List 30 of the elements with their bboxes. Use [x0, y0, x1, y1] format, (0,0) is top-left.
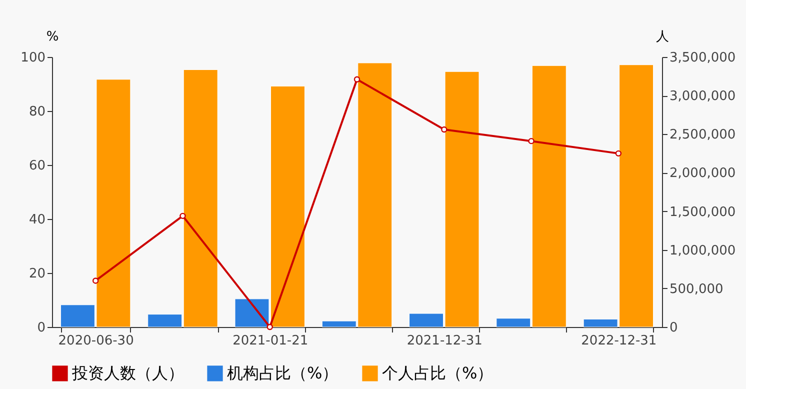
point [180, 212, 186, 220]
y2-tick-label: 3,000,000 [670, 89, 736, 104]
y2-tick-label: 2,000,000 [670, 166, 736, 182]
y-tick-label: 100 [20, 50, 46, 66]
y-axis-title: % [46, 30, 59, 44]
point [354, 76, 360, 82]
legend-label: 投资人数（人） [71, 363, 184, 382]
y2-axis-title: 人 [656, 30, 669, 44]
y2-tick-label: 2,500,000 [670, 128, 736, 143]
y-tick-label: 80 [28, 104, 46, 120]
y-tick-label: 60 [28, 158, 46, 174]
legend-label: 个人占比（%） [382, 363, 494, 382]
y2-tick-label: 1,500,000 [670, 204, 736, 220]
x-tick-label: 2021-12-31 [406, 334, 482, 348]
y2-tick-label: 1,000,000 [670, 243, 736, 258]
point [528, 138, 534, 144]
y-tick-label: 0 [37, 320, 46, 336]
point [92, 278, 99, 284]
x-tick-label: 2021-01-21 [232, 334, 308, 348]
y2-tick-label: 3,500,000 [670, 50, 736, 66]
y-tick-label: 40 [28, 212, 46, 228]
y2-tick-label: 0 [670, 320, 678, 336]
y2-tick-label: 500,000 [670, 282, 724, 297]
point [441, 126, 448, 133]
point [615, 150, 622, 157]
x-tick-label: 2022-12-31 [581, 334, 657, 348]
point [266, 324, 273, 330]
x-tick-label: 2020-06-30 [58, 334, 134, 348]
legend-label: 机构占比（%） [227, 363, 338, 382]
y-tick-label: 20 [28, 266, 46, 282]
